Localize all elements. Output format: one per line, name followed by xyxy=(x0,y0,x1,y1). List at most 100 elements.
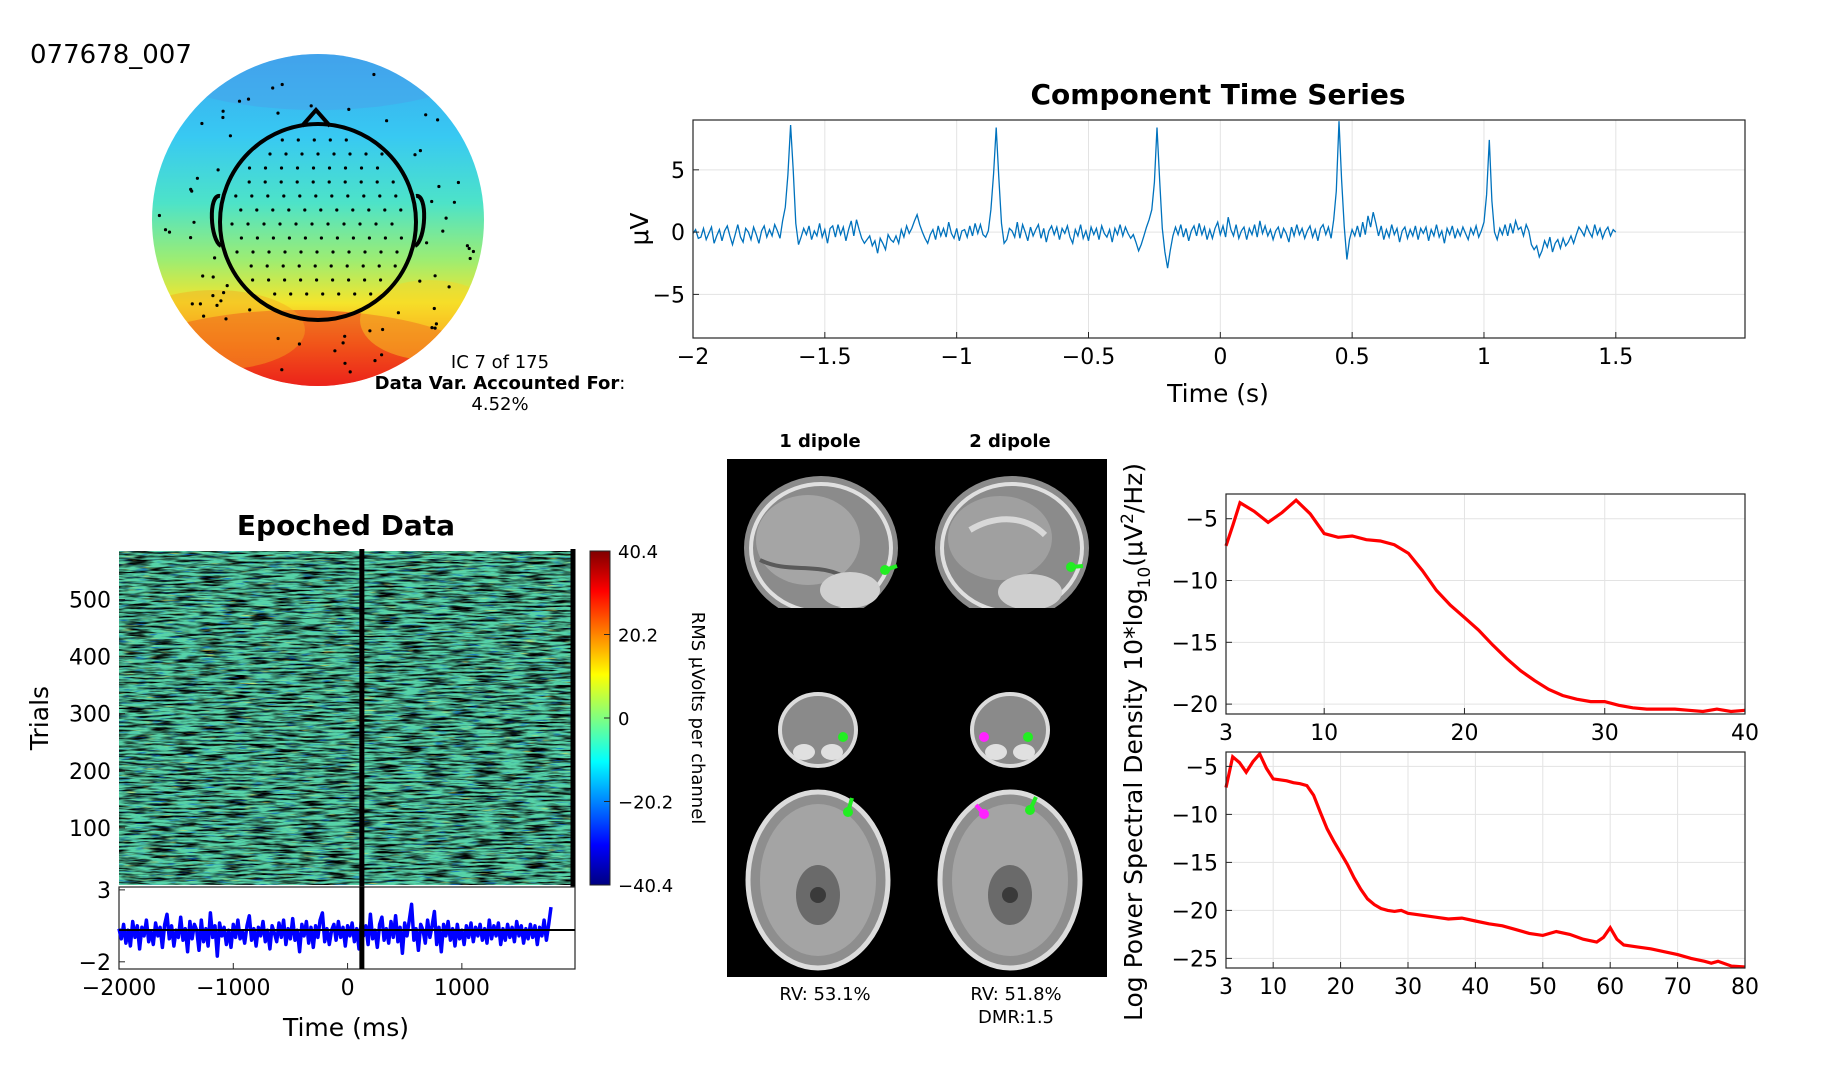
electrode-dot xyxy=(157,213,161,218)
erp-ytick-label: −2 xyxy=(79,951,111,976)
electrode-dot xyxy=(418,149,422,153)
electrode-dot xyxy=(251,278,255,282)
spectrum-bottom-xtick-label: 80 xyxy=(1731,975,1759,1000)
electrode-dot xyxy=(268,152,272,156)
electrode-dot xyxy=(437,184,441,189)
left-ear-icon xyxy=(209,194,223,248)
epoched-data-title: Epoched Data xyxy=(237,509,455,542)
spectrum-bottom-axes-box xyxy=(1225,751,1746,969)
head-outline xyxy=(209,106,427,322)
time-series-xtick-label: −1.5 xyxy=(798,345,851,370)
electrode-dot xyxy=(379,250,383,254)
electrode-dot xyxy=(337,292,341,296)
ic-number-label: IC 7 of 175 xyxy=(450,352,550,373)
electrode-dot xyxy=(328,138,332,142)
electrode-dot xyxy=(331,250,335,254)
electrode-dot xyxy=(251,250,255,254)
component-time-series-chart: Component Time Series −2 −1.5 −1 −0.5 0 0.5 1 1… xyxy=(625,78,1746,408)
spectrum-top-ytick-label: −20 xyxy=(1172,693,1218,718)
electrode-dot xyxy=(467,246,471,251)
electrode-dot xyxy=(385,119,389,123)
electrode-dot xyxy=(378,194,382,198)
time-series-ylabel: μV xyxy=(625,212,654,245)
electrode-dot xyxy=(319,236,323,240)
electrode-dot xyxy=(347,107,351,111)
electrode-dots xyxy=(157,72,475,374)
electrode-dot xyxy=(221,115,225,120)
electrode-dot xyxy=(278,222,282,226)
electrode-dot xyxy=(367,208,371,212)
electrode-dot xyxy=(213,256,217,260)
electrode-dot xyxy=(250,194,254,198)
erp-xtick-label: −2000 xyxy=(82,976,156,1001)
spectrum-bottom-xtick-label: 70 xyxy=(1664,975,1692,1000)
mri-sagittal-2 xyxy=(935,476,1090,620)
electrode-dot xyxy=(230,222,234,226)
electrode-dot xyxy=(343,166,348,170)
rv-1-label: RV: 53.1% xyxy=(779,984,870,1005)
electrode-dot xyxy=(190,302,194,306)
spectrum-bottom-line xyxy=(1224,750,1746,969)
electrode-dot xyxy=(297,264,301,268)
spectrum-bottom-plot-area xyxy=(1226,752,1745,968)
epoched-ytick-label: 200 xyxy=(69,760,111,785)
electrode-dot xyxy=(395,250,399,254)
electrode-dot xyxy=(310,222,314,226)
electrode-dot xyxy=(413,153,417,157)
electrode-dot xyxy=(316,152,320,156)
colorbar-label: RMS μVolts per channel xyxy=(687,612,708,825)
spectrum-top-line xyxy=(1224,498,1746,714)
electrode-dot xyxy=(219,299,223,303)
electrode-dot xyxy=(345,264,349,268)
epoched-ylabel: Trials xyxy=(25,686,54,751)
electrode-dot xyxy=(216,168,220,172)
electrode-dot xyxy=(271,236,275,240)
electrode-dot xyxy=(347,250,351,254)
electrode-dot xyxy=(225,284,229,288)
time-series-xtick-label: 1 xyxy=(1477,345,1491,370)
electrode-dot xyxy=(299,250,303,254)
electrode-dot xyxy=(237,99,242,103)
electrode-dot xyxy=(344,138,348,142)
spectrum-bottom-xtick-label: 3 xyxy=(1219,975,1233,1000)
electrode-dot xyxy=(305,292,309,296)
electrode-dot xyxy=(192,220,196,224)
electrode-dot xyxy=(432,306,436,311)
spectrum-top-axes-box xyxy=(1225,493,1746,715)
spectrum-bottom-ytick-label: −10 xyxy=(1172,803,1218,828)
electrode-dot xyxy=(283,250,287,254)
epoched-xlabel: Time (ms) xyxy=(282,1013,409,1042)
epoched-ytick-label: 100 xyxy=(69,817,111,842)
electrode-dot xyxy=(247,180,251,184)
electrode-dot xyxy=(273,292,277,296)
electrode-dot xyxy=(281,264,285,268)
spectrum-top-plot-area xyxy=(1226,494,1745,714)
electrode-dot xyxy=(189,187,193,191)
variance-label-colon: : xyxy=(619,373,626,394)
electrode-dot xyxy=(202,314,206,318)
electrode-dot xyxy=(280,368,284,372)
electrode-dot xyxy=(247,166,252,170)
spectrum-top-xtick-label: 10 xyxy=(1310,721,1338,746)
time-series-ytick-label: 5 xyxy=(671,159,685,184)
electrode-dot xyxy=(249,264,253,268)
electrode-dot xyxy=(235,250,239,254)
electrode-dot xyxy=(434,322,438,326)
colorbar-tick-label: −20.2 xyxy=(618,793,673,814)
electrode-dot xyxy=(279,166,284,170)
electrode-dot xyxy=(380,152,384,156)
variance-label-bold: Data Var. Accounted For xyxy=(374,373,620,394)
electrode-dot xyxy=(267,250,271,254)
time-series-ytick-label: 0 xyxy=(671,221,685,246)
electrode-dot xyxy=(348,370,352,374)
electrode-dot xyxy=(335,236,339,240)
spectrum-bottom-xtick-label: 30 xyxy=(1394,975,1422,1000)
electrode-dot xyxy=(246,222,250,226)
electrode-dot xyxy=(430,199,434,204)
electrode-dot xyxy=(361,264,365,268)
colorbar-tick-label: 40.4 xyxy=(618,542,658,563)
electrode-dot xyxy=(211,275,215,279)
spectrum-bottom-xtick-label: 10 xyxy=(1259,975,1287,1000)
